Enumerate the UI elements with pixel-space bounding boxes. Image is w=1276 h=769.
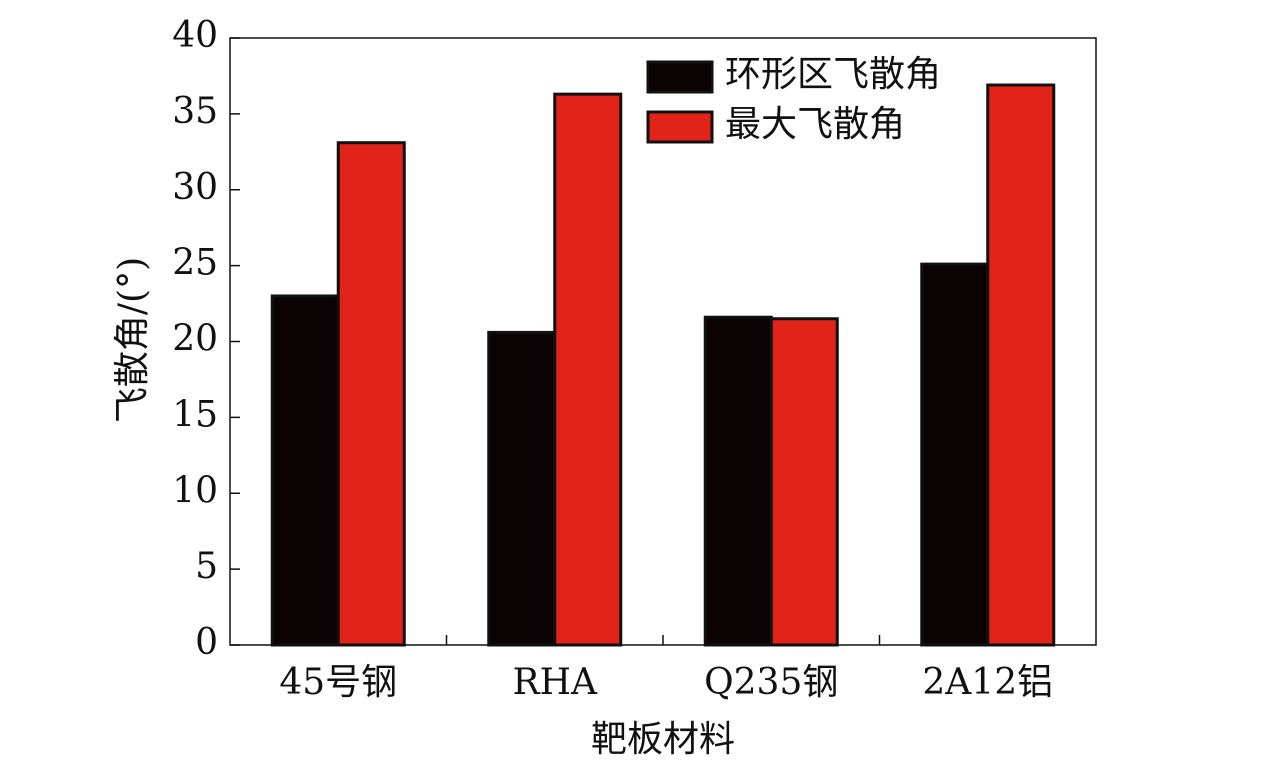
x-tick-label: RHA xyxy=(513,662,599,703)
y-tick-label: 30 xyxy=(172,167,218,208)
y-tick-label: 25 xyxy=(172,243,218,284)
y-tick-label: 40 xyxy=(172,15,218,56)
x-tick-label: Q235钢 xyxy=(704,662,838,703)
y-tick-label: 20 xyxy=(172,319,218,360)
legend-swatch xyxy=(646,110,714,144)
bar xyxy=(487,330,557,647)
y-tick-label: 5 xyxy=(195,546,218,587)
bar xyxy=(553,92,623,647)
x-tick-label: 45号钢 xyxy=(279,662,397,703)
legend-label: 环形区飞散角 xyxy=(725,54,941,95)
x-axis-label: 靶板材料 xyxy=(591,719,735,760)
bar xyxy=(769,317,839,647)
y-tick-label: 35 xyxy=(172,91,218,132)
y-tick-label: 10 xyxy=(172,470,218,511)
bar xyxy=(920,262,990,647)
bar xyxy=(336,141,406,647)
x-tick-label: 2A12铝 xyxy=(922,662,1053,703)
bar xyxy=(270,294,340,647)
legend-swatch xyxy=(646,60,714,94)
plot-frame xyxy=(229,37,1097,646)
y-tick-label: 0 xyxy=(195,622,218,663)
bar xyxy=(986,83,1056,647)
legend-label: 最大飞散角 xyxy=(725,104,905,145)
bar xyxy=(703,315,773,647)
y-tick-label: 15 xyxy=(172,394,218,435)
y-axis-label: 飞散角/(°) xyxy=(112,257,153,423)
